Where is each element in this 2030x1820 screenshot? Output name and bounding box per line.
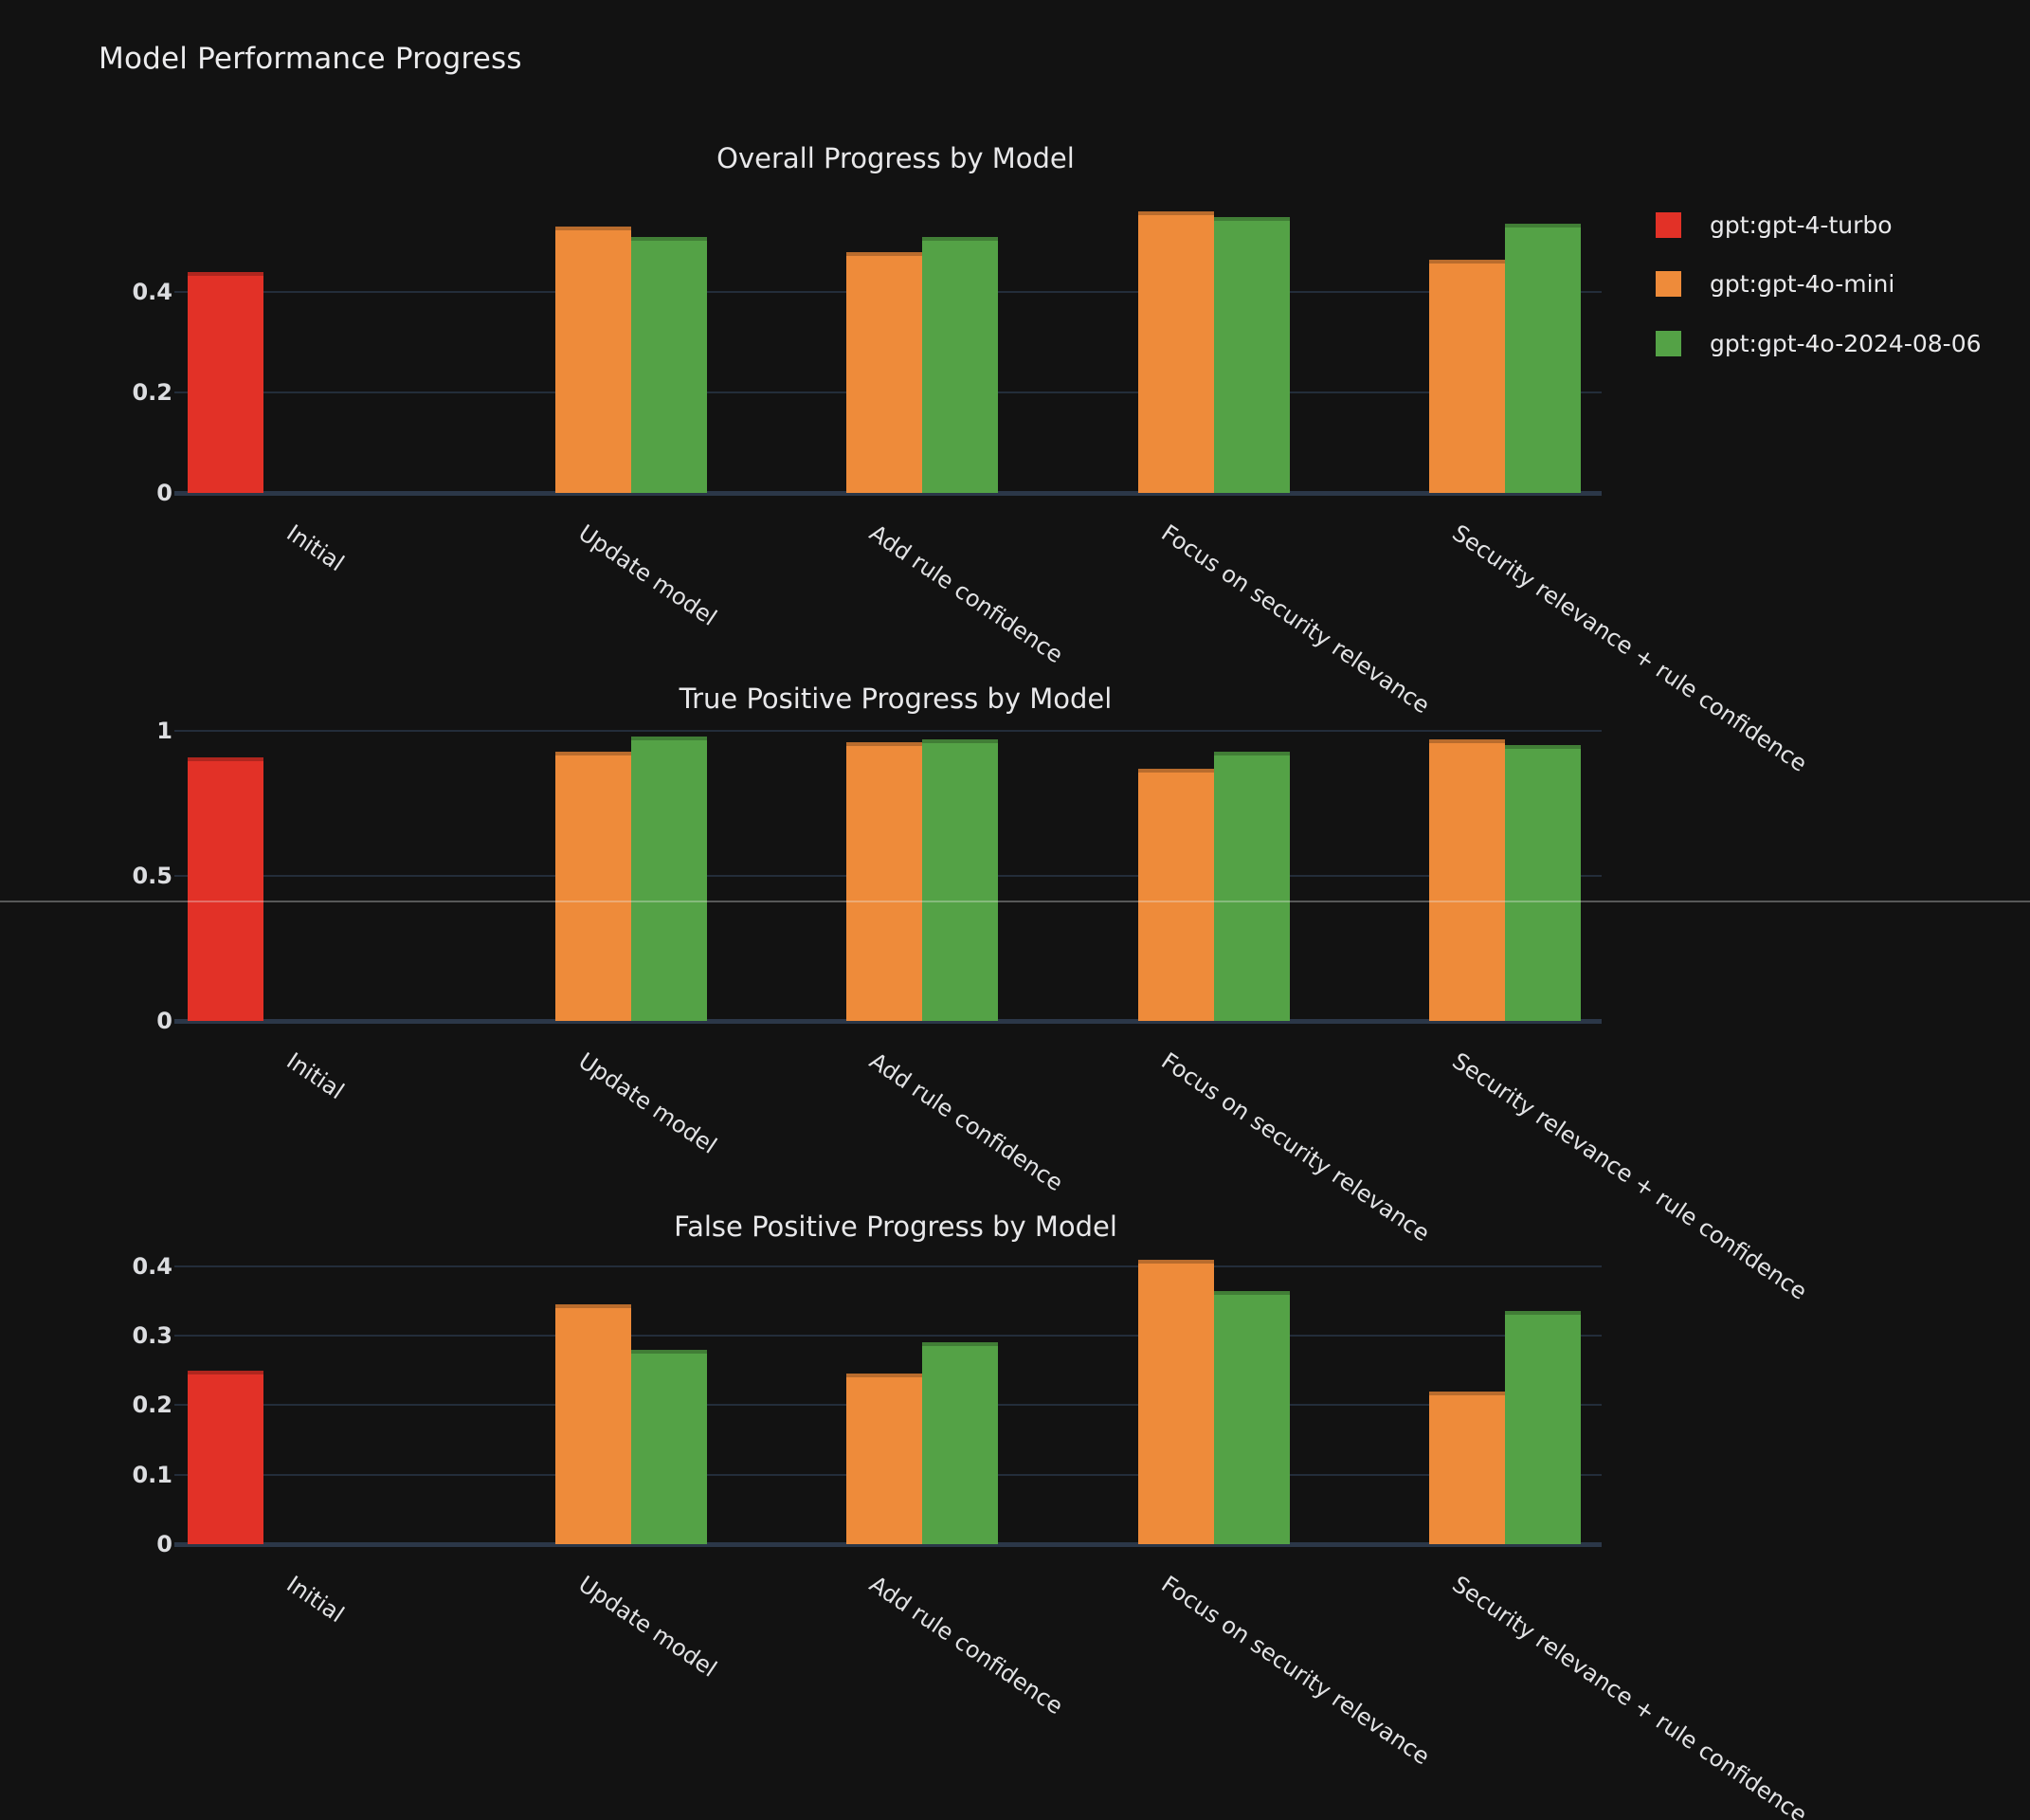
bar-gpt:gpt-4-turbo-initial	[188, 756, 263, 1021]
y-tick-mark	[174, 1404, 190, 1407]
x-category-label: Initial	[281, 1047, 350, 1105]
bar-gpt:gpt-4o-mini-update-model	[554, 227, 631, 493]
bar-gpt:gpt-4o-mini-add-rule-confidence	[846, 1374, 922, 1544]
bar-gpt:gpt-4o-2024-08-06-focus-on-security-relevance	[1213, 1290, 1290, 1544]
y-tick-label: 0.2	[132, 1392, 172, 1419]
x-category-label: Update model	[572, 1571, 721, 1683]
bar-gpt:gpt-4o-2024-08-06-update-model	[630, 1349, 707, 1544]
bar-gpt:gpt-4o-2024-08-06-focus-on-security-relevance	[1213, 751, 1290, 1021]
bar-gpt:gpt-4o-mini-focus-on-security-relevance	[1137, 768, 1214, 1021]
y-tick-label: 1	[156, 718, 172, 745]
y-tick-label: 0.2	[132, 379, 172, 406]
y-tick-mark	[174, 730, 190, 733]
bar-gpt:gpt-4o-2024-08-06-update-model	[630, 236, 707, 493]
y-tick-mark	[174, 391, 190, 393]
bar-gpt:gpt-4o-mini-security-relevance-rule-confidence	[1429, 739, 1505, 1021]
x-category-label: Update model	[572, 1047, 721, 1159]
bar-gpt:gpt-4o-mini-security-relevance-rule-confidence	[1429, 259, 1505, 493]
bar-gpt:gpt-4o-mini-update-model	[554, 1304, 631, 1544]
bar-gpt:gpt-4o-2024-08-06-update-model	[630, 737, 707, 1021]
y-tick-mark	[174, 1473, 190, 1476]
y-tick-mark	[174, 1335, 190, 1338]
chart-title: True Positive Progress by Model	[679, 682, 1113, 715]
legend-item-gpt-4o-mini[interactable]: gpt:gpt-4o-mini	[1656, 270, 1895, 298]
legend-swatch-red-icon	[1656, 212, 1681, 238]
x-category-label: Focus on security relevance	[1155, 1571, 1435, 1771]
x-category-label: Initial	[281, 1571, 350, 1629]
bar-gpt:gpt-4o-mini-focus-on-security-relevance	[1137, 211, 1214, 493]
y-tick-label: 0	[156, 480, 172, 506]
y-tick-label: 0.5	[132, 863, 172, 890]
legend-swatch-green-icon	[1656, 331, 1681, 356]
plot-area: 0 0.2 0.4	[132, 191, 1602, 504]
bar-gpt:gpt-4o-mini-add-rule-confidence	[846, 251, 922, 493]
x-axis-line	[174, 1019, 1602, 1024]
legend-item-gpt-4o-2024-08-06[interactable]: gpt:gpt-4o-2024-08-06	[1656, 330, 1982, 357]
x-category-label: Initial	[281, 519, 350, 577]
y-tick-mark	[174, 1265, 190, 1267]
x-category-label: Add rule confidence	[864, 1571, 1068, 1720]
bar-gpt:gpt-4o-mini-add-rule-confidence	[846, 742, 922, 1021]
y-tick-label: 0.4	[132, 1252, 172, 1280]
x-axis-line	[174, 491, 1602, 496]
chart-title: Overall Progress by Model	[716, 142, 1075, 174]
chart-title: False Positive Progress by Model	[674, 1210, 1117, 1243]
gridline	[190, 1265, 1602, 1267]
x-axis-line	[174, 1542, 1602, 1547]
bar-gpt:gpt-4o-2024-08-06-focus-on-security-relevance	[1213, 216, 1290, 493]
bar-gpt:gpt-4o-2024-08-06-add-rule-confidence	[922, 739, 998, 1021]
bar-gpt:gpt-4-turbo-initial	[188, 271, 263, 493]
legend-item-gpt-4-turbo[interactable]: gpt:gpt-4-turbo	[1656, 211, 1893, 239]
y-tick-label: 0.4	[132, 279, 172, 305]
legend-label: gpt:gpt-4o-2024-08-06	[1710, 330, 1982, 357]
bar-gpt:gpt-4o-mini-focus-on-security-relevance	[1137, 1259, 1214, 1544]
bar-gpt:gpt-4o-2024-08-06-add-rule-confidence	[922, 236, 998, 493]
bar-gpt:gpt-4o-2024-08-06-security-relevance-rule-confidence	[1505, 224, 1581, 493]
y-tick-mark	[174, 291, 190, 293]
legend-label: gpt:gpt-4o-mini	[1710, 270, 1895, 298]
y-tick-label: 0.3	[132, 1322, 172, 1350]
gridline	[190, 1335, 1602, 1338]
page-title: Model Performance Progress	[99, 42, 522, 76]
bar-gpt:gpt-4o-2024-08-06-add-rule-confidence	[922, 1342, 998, 1544]
legend-swatch-orange-icon	[1656, 271, 1681, 297]
x-category-label: Security relevance + rule confidence	[1447, 1571, 1812, 1820]
y-tick-label: 0.1	[132, 1461, 172, 1488]
screenshot-seam-line	[0, 901, 2030, 902]
x-category-label: Add rule confidence	[864, 519, 1068, 669]
plot-area: 0 0.5 1	[132, 719, 1602, 1032]
plot-area: 0 0.1 0.2 0.3 0.4	[132, 1250, 1602, 1556]
x-category-label: Update model	[572, 519, 721, 631]
bar-gpt:gpt-4-turbo-initial	[188, 1370, 263, 1544]
y-tick-mark	[174, 875, 190, 878]
gridline	[190, 730, 1602, 733]
bar-gpt:gpt-4o-2024-08-06-security-relevance-rule-confidence	[1505, 1311, 1581, 1544]
bar-gpt:gpt-4o-mini-update-model	[554, 751, 631, 1021]
bar-gpt:gpt-4o-mini-security-relevance-rule-confidence	[1429, 1391, 1505, 1544]
y-tick-label: 0	[156, 1008, 172, 1034]
x-category-label: Add rule confidence	[864, 1047, 1068, 1197]
legend-label: gpt:gpt-4-turbo	[1710, 211, 1893, 239]
bar-gpt:gpt-4o-2024-08-06-security-relevance-rule-confidence	[1505, 745, 1581, 1021]
y-tick-label: 0	[156, 1531, 172, 1557]
